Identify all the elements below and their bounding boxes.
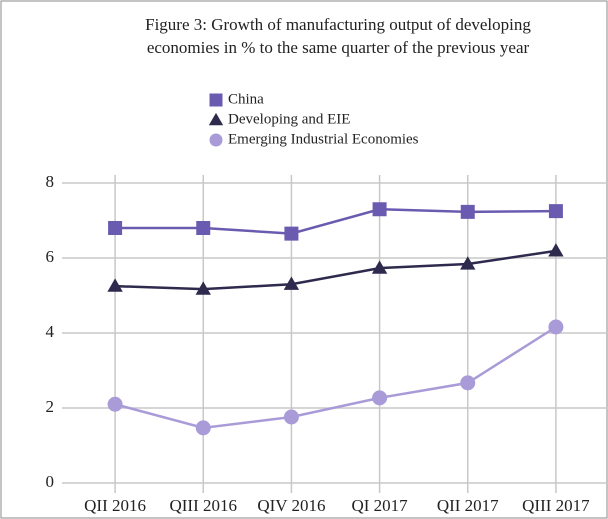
series-line — [115, 249, 557, 291]
chart-title: economies in % to the same quarter of th… — [147, 38, 530, 57]
marker — [548, 319, 564, 335]
y-tick-label: 0 — [46, 472, 55, 491]
marker — [284, 226, 299, 241]
marker — [460, 204, 475, 219]
y-tick-label: 2 — [46, 397, 55, 416]
y-tick-label: 4 — [46, 322, 55, 341]
marker — [548, 204, 563, 219]
marker — [460, 256, 476, 270]
marker — [460, 375, 476, 391]
x-tick-label: QIV 2016 — [257, 496, 325, 515]
legend-label: Developing and EIE — [228, 111, 350, 127]
series-line — [115, 207, 556, 235]
legend-label: China — [228, 91, 264, 107]
y-tick-label: 8 — [46, 172, 55, 191]
marker — [107, 396, 123, 412]
marker — [372, 390, 388, 406]
chart-title: Figure 3: Growth of manufacturing output… — [145, 15, 531, 34]
x-tick-label: QII 2016 — [84, 496, 146, 515]
marker — [371, 260, 388, 274]
x-tick-label: QII 2017 — [437, 496, 499, 515]
marker — [195, 281, 211, 295]
series-line — [114, 325, 557, 430]
x-tick-label: QIII 2017 — [522, 496, 590, 515]
x-tick-label: QIII 2016 — [169, 496, 237, 515]
marker — [195, 420, 211, 436]
x-tick-label: QI 2017 — [351, 496, 408, 515]
marker — [209, 93, 223, 107]
marker — [209, 133, 223, 147]
marker — [107, 278, 123, 292]
y-tick-label: 6 — [46, 247, 55, 266]
marker — [208, 112, 224, 126]
marker — [372, 202, 387, 217]
marker — [108, 221, 123, 235]
marker — [283, 409, 299, 425]
marker — [196, 221, 211, 235]
marker — [283, 276, 300, 290]
marker — [548, 243, 564, 257]
legend-label: Emerging Industrial Economies — [228, 131, 419, 147]
